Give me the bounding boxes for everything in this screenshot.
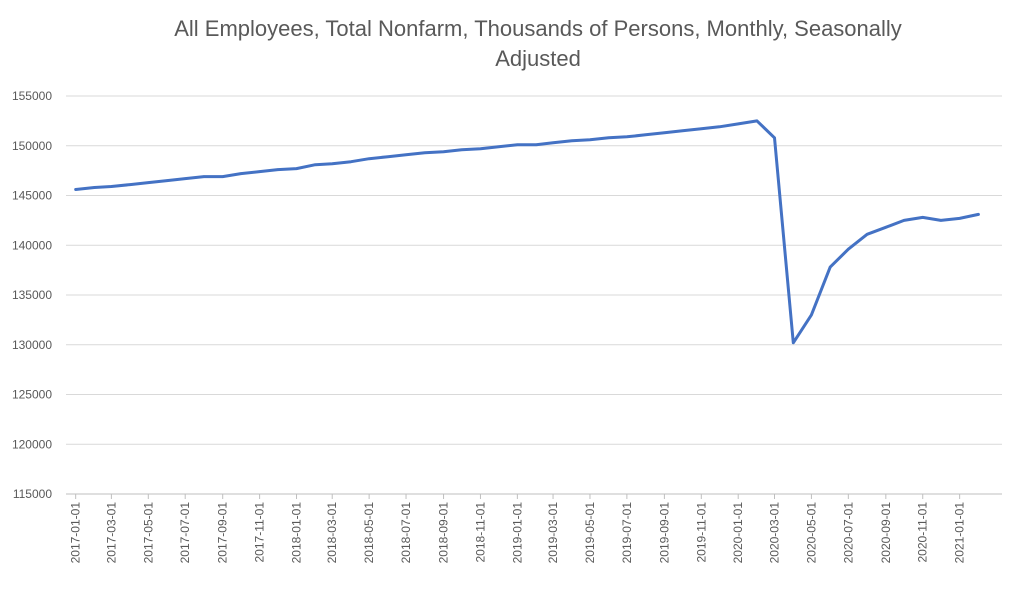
data-point	[110, 185, 113, 188]
y-tick-label: 150000	[12, 139, 52, 153]
x-tick-label: 2017-09-01	[216, 502, 230, 564]
data-point	[773, 136, 776, 139]
data-point	[681, 129, 684, 132]
y-tick-label: 115000	[13, 487, 52, 501]
data-point	[902, 219, 906, 222]
data-point	[128, 183, 132, 186]
data-point	[147, 181, 150, 184]
data-point	[386, 155, 390, 158]
data-point	[755, 119, 759, 123]
data-point	[295, 167, 298, 170]
data-point	[165, 179, 169, 182]
data-point	[625, 135, 629, 138]
x-tick-label: 2021-01-01	[953, 502, 967, 564]
data-point	[184, 177, 187, 180]
data-point	[607, 136, 610, 139]
y-tick-label: 130000	[12, 338, 52, 352]
x-tick-label: 2020-11-01	[916, 502, 930, 563]
data-point	[442, 150, 445, 153]
data-point	[460, 148, 463, 151]
data-point	[884, 226, 887, 229]
data-point	[74, 188, 77, 191]
series-line	[74, 119, 980, 345]
data-point	[737, 122, 740, 126]
data-point	[404, 153, 408, 156]
data-point	[349, 160, 353, 163]
x-axis	[66, 493, 1002, 499]
y-tick-label: 155000	[12, 89, 52, 103]
data-point	[810, 313, 813, 317]
y-tick-label: 125000	[12, 388, 52, 402]
x-tick-label: 2020-07-01	[841, 502, 855, 564]
x-tick-label: 2019-01-01	[510, 502, 524, 564]
data-point	[588, 138, 592, 141]
data-point	[958, 217, 961, 220]
x-axis-tick-labels: 2017-01-01 2017-03-01 2017-05-01 2017-07-01…	[69, 502, 967, 564]
gridlines	[66, 95, 1002, 445]
data-point	[258, 170, 261, 173]
data-point	[829, 265, 832, 269]
chart-title: All Employees, Total Nonfarm, Thousands …	[174, 16, 902, 71]
x-tick-label: 2018-01-01	[290, 502, 304, 564]
data-point	[792, 341, 795, 344]
data-point	[479, 147, 482, 150]
data-point	[663, 131, 666, 134]
x-tick-label: 2018-11-01	[474, 502, 488, 563]
x-tick-label: 2017-01-01	[69, 502, 83, 564]
x-tick-label: 2020-03-01	[768, 502, 782, 564]
data-point	[551, 141, 555, 144]
data-point	[367, 157, 371, 160]
x-tick-label: 2018-09-01	[437, 502, 451, 564]
x-tick-label: 2018-03-01	[325, 502, 339, 564]
y-tick-label: 145000	[12, 189, 52, 203]
data-point	[921, 216, 924, 219]
y-axis-tick-labels: 115000 120000 125000 130000 135000 140000 1450…	[12, 89, 52, 501]
data-point	[276, 168, 279, 171]
data-point	[314, 163, 317, 166]
x-tick-label: 2019-09-01	[657, 502, 671, 564]
x-tick-label: 2019-05-01	[583, 502, 597, 564]
x-tick-label: 2020-05-01	[804, 502, 818, 564]
y-tick-label: 135000	[12, 288, 52, 302]
data-point	[239, 172, 243, 175]
x-tick-label: 2020-01-01	[731, 502, 745, 564]
data-point	[644, 133, 647, 136]
data-point	[700, 127, 703, 130]
data-point	[423, 151, 426, 154]
x-tick-label: 2017-11-01	[253, 502, 267, 563]
x-tick-label: 2019-07-01	[620, 502, 634, 564]
x-tick-label: 2019-11-01	[694, 502, 708, 563]
data-point	[865, 233, 869, 236]
data-point	[718, 125, 721, 128]
x-tick-label: 2018-05-01	[362, 502, 376, 564]
x-tick-label: 2017-07-01	[178, 502, 192, 564]
data-point	[516, 143, 519, 146]
data-point	[202, 175, 206, 178]
data-point	[570, 139, 573, 142]
data-point	[331, 162, 334, 165]
data-point	[847, 248, 850, 251]
data-point	[977, 213, 980, 216]
data-point	[93, 186, 96, 189]
data-point	[497, 145, 500, 148]
x-tick-label: 2017-05-01	[141, 502, 155, 564]
data-point	[939, 219, 943, 222]
series-layer	[74, 119, 980, 345]
x-tick-label: 2020-09-01	[879, 502, 893, 564]
y-tick-label: 140000	[12, 238, 52, 252]
data-point	[534, 143, 538, 146]
x-tick-label: 2018-07-01	[399, 502, 413, 564]
data-point	[221, 175, 224, 178]
x-tick-label: 2019-03-01	[546, 502, 560, 564]
x-tick-label: 2017-03-01	[104, 502, 118, 564]
y-tick-label: 120000	[12, 437, 52, 451]
